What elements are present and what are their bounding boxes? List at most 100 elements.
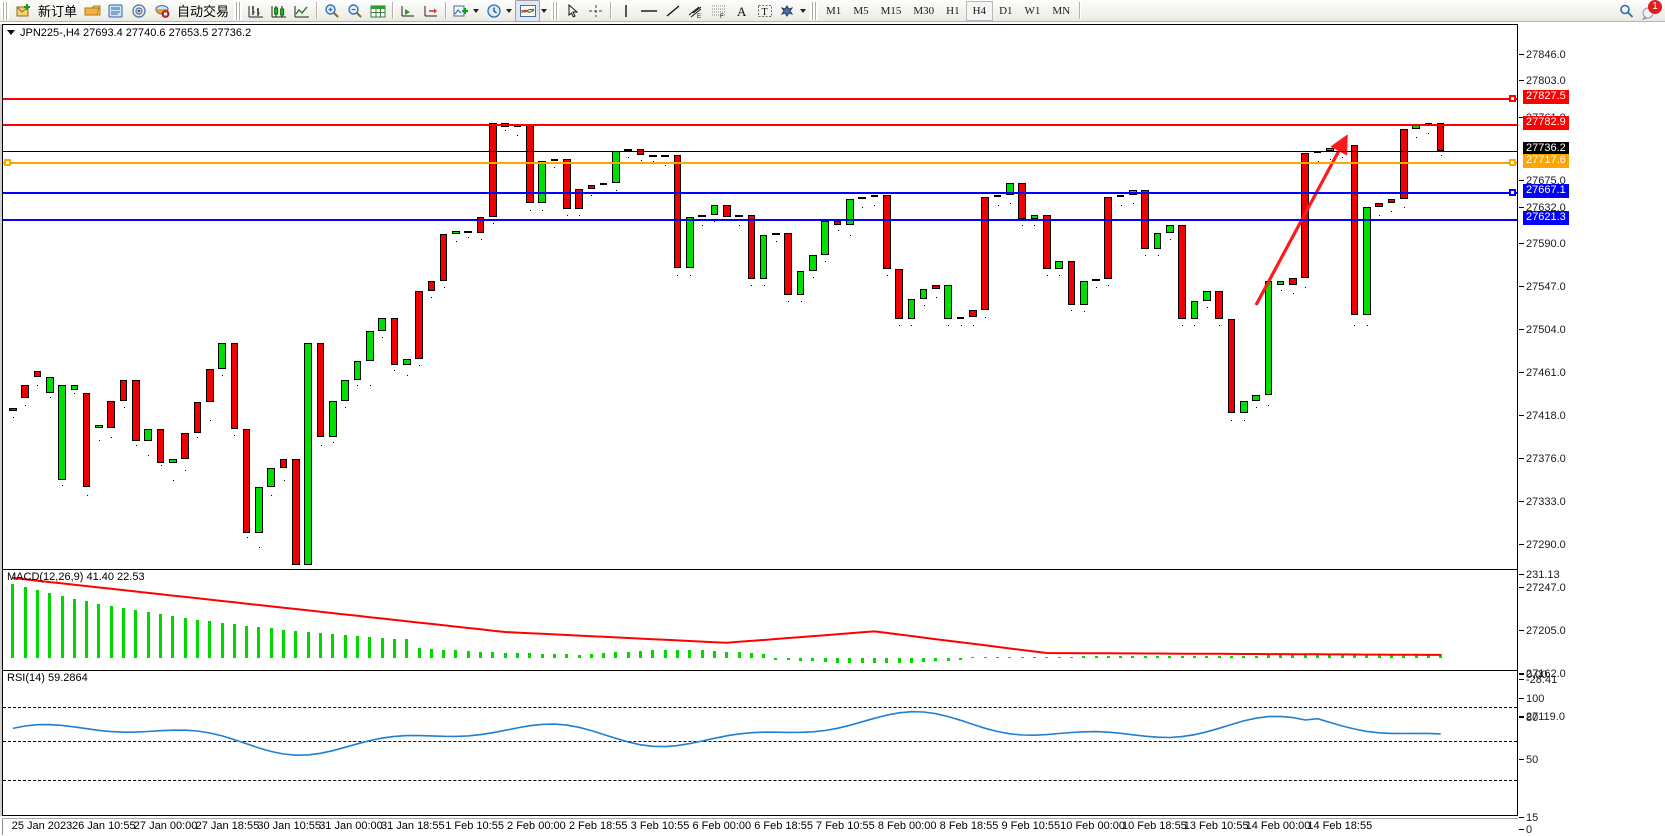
level-line-support-2[interactable] [3, 219, 1517, 221]
price-tick: 27846.0 [1519, 49, 1566, 61]
level-handle-resistance-2[interactable] [1509, 95, 1516, 102]
chart-menu-triangle-icon[interactable] [7, 30, 15, 35]
level-line-pivot[interactable] [3, 162, 1517, 164]
templates-dropdown-icon[interactable] [541, 8, 548, 13]
candle-wick [13, 417, 14, 418]
chart-plot-frame[interactable]: JPN225-,H4 27693.4 27740.6 27653.5 27736… [2, 24, 1518, 816]
level-handle-support-1[interactable] [1509, 189, 1516, 196]
toolbar-grip-4[interactable] [810, 1, 819, 20]
timeframe-h4[interactable]: H4 [965, 0, 994, 21]
templates-icon[interactable] [515, 0, 541, 22]
trend-arrow-annotation[interactable] [3, 25, 1517, 569]
macd-histogram-bar [331, 634, 334, 658]
timeframe-d1[interactable]: D1 [999, 4, 1013, 17]
level-line-last-price[interactable] [3, 151, 1517, 152]
hline-icon[interactable] [637, 1, 661, 21]
period-icon[interactable] [482, 1, 505, 21]
text-label-icon[interactable]: T [753, 1, 776, 21]
price-tag-27736.2[interactable]: 27736.2 [1523, 142, 1569, 156]
data-window-icon[interactable] [366, 1, 389, 21]
timeframe-m15[interactable]: M15 [880, 4, 902, 17]
level-handle-pivot[interactable] [1509, 159, 1516, 166]
period-dropdown-icon[interactable] [506, 8, 513, 13]
fibo-icon[interactable]: F [707, 1, 730, 21]
candle-body [33, 371, 42, 377]
price-tag-27621.3[interactable]: 27621.3 [1523, 211, 1569, 225]
price-scale[interactable]: 27846.027803.027761.027675.027632.027590… [1519, 24, 1665, 836]
cursor-icon[interactable] [561, 1, 584, 21]
price-pane[interactable] [3, 25, 1517, 569]
time-scale[interactable]: 25 Jan 2023 26 Jan 10:55 27 Jan 00:00 27 Ja… [2, 818, 1518, 836]
crosshair-icon[interactable] [584, 1, 607, 21]
candle-wick [247, 537, 248, 538]
macd-histogram-bar [738, 652, 741, 658]
macd-pane[interactable]: MACD(12,26,9) 41.40 22.53 [3, 569, 1517, 670]
price-tag-27827.5[interactable]: 27827.5 [1523, 90, 1569, 104]
macd-histogram-bar [1304, 655, 1307, 658]
svg-text:A: A [737, 4, 747, 19]
timeframe-mn[interactable]: MN [1052, 4, 1071, 17]
candle-body [821, 221, 829, 255]
text-icon[interactable]: A [730, 1, 753, 21]
signal-icon[interactable] [127, 1, 150, 21]
indicators-icon[interactable] [449, 1, 472, 21]
rsi-pane[interactable]: RSI(14) 59.2864 [3, 670, 1517, 816]
vline-icon[interactable] [614, 1, 637, 21]
notification-icon[interactable]: 1 [1638, 0, 1662, 21]
toolbar-grip-3[interactable] [551, 1, 560, 20]
level-handle-pivot-left[interactable] [4, 159, 11, 166]
toolbar-grip[interactable] [1, 1, 9, 20]
candle-wick [936, 297, 937, 298]
candle-body [599, 183, 608, 185]
macd-label: MACD(12,26,9) 41.40 22.53 [7, 571, 145, 583]
level-line-resistance-2[interactable] [3, 98, 1517, 100]
zoom-out-icon[interactable] [343, 1, 366, 21]
auto-scroll-icon[interactable] [396, 1, 419, 21]
line-chart-icon[interactable] [290, 1, 313, 21]
chart-symbol-header[interactable]: JPN225-,H4 27693.4 27740.6 27653.5 27736… [3, 25, 251, 40]
chart-shift-icon[interactable] [419, 1, 442, 21]
search-icon[interactable] [1615, 1, 1638, 21]
candle-body [858, 197, 866, 199]
candle-body [759, 235, 768, 279]
price-tag-27782.9[interactable]: 27782.9 [1523, 116, 1569, 130]
toolbar-grip-2[interactable] [234, 1, 243, 20]
trendline-icon[interactable] [661, 1, 684, 21]
price-tag-27667.1[interactable]: 27667.1 [1523, 184, 1569, 198]
new-order-label[interactable]: 新订单 [38, 5, 78, 20]
timeframe-h1[interactable]: H1 [946, 4, 960, 17]
news-icon[interactable] [104, 1, 127, 21]
bar-chart-icon[interactable] [244, 1, 267, 21]
level-line-resistance-1[interactable] [3, 124, 1517, 126]
macd-histogram-bar [725, 651, 728, 658]
candle-wick [1158, 255, 1159, 256]
time-tick: 6 Feb 00:00 [692, 820, 752, 832]
main-toolbar: 新订单 自动交易 [0, 0, 1665, 22]
candlestick-chart-icon[interactable] [267, 1, 290, 21]
candle-body [144, 429, 153, 441]
macd-histogram-bar [602, 653, 605, 658]
auto-trading-label[interactable]: 自动交易 [177, 5, 230, 20]
timeframe-m5[interactable]: M5 [853, 4, 869, 17]
shapes-dropdown-icon[interactable] [800, 8, 807, 13]
folder-icon[interactable] [81, 1, 104, 21]
timeframe-m30[interactable]: M30 [913, 4, 935, 17]
price-tag-27717.6[interactable]: 27717.6 [1523, 154, 1569, 168]
candle-body [255, 487, 263, 533]
chart-window[interactable]: JPN225-,H4 27693.4 27740.6 27653.5 27736… [0, 22, 1665, 836]
timeframe-w1[interactable]: W1 [1024, 4, 1041, 17]
indicators-dropdown-icon[interactable] [473, 8, 480, 13]
level-line-support-1[interactable] [3, 192, 1517, 194]
macd-histogram-bar [861, 658, 864, 664]
time-tick: 1 Feb 10:55 [445, 820, 504, 832]
equidistant-channel-icon[interactable]: E [684, 1, 707, 21]
timeframe-m1[interactable]: M1 [826, 4, 842, 17]
shapes-icon[interactable] [776, 1, 799, 21]
candle-wick [382, 337, 383, 338]
zoom-in-icon[interactable] [320, 1, 343, 21]
macd-histogram-bar [393, 638, 396, 658]
macd-histogram-bar [1291, 655, 1294, 658]
expert-advisor-icon[interactable] [150, 1, 173, 21]
new-order-icon[interactable] [11, 1, 34, 21]
candle-body [538, 161, 546, 203]
